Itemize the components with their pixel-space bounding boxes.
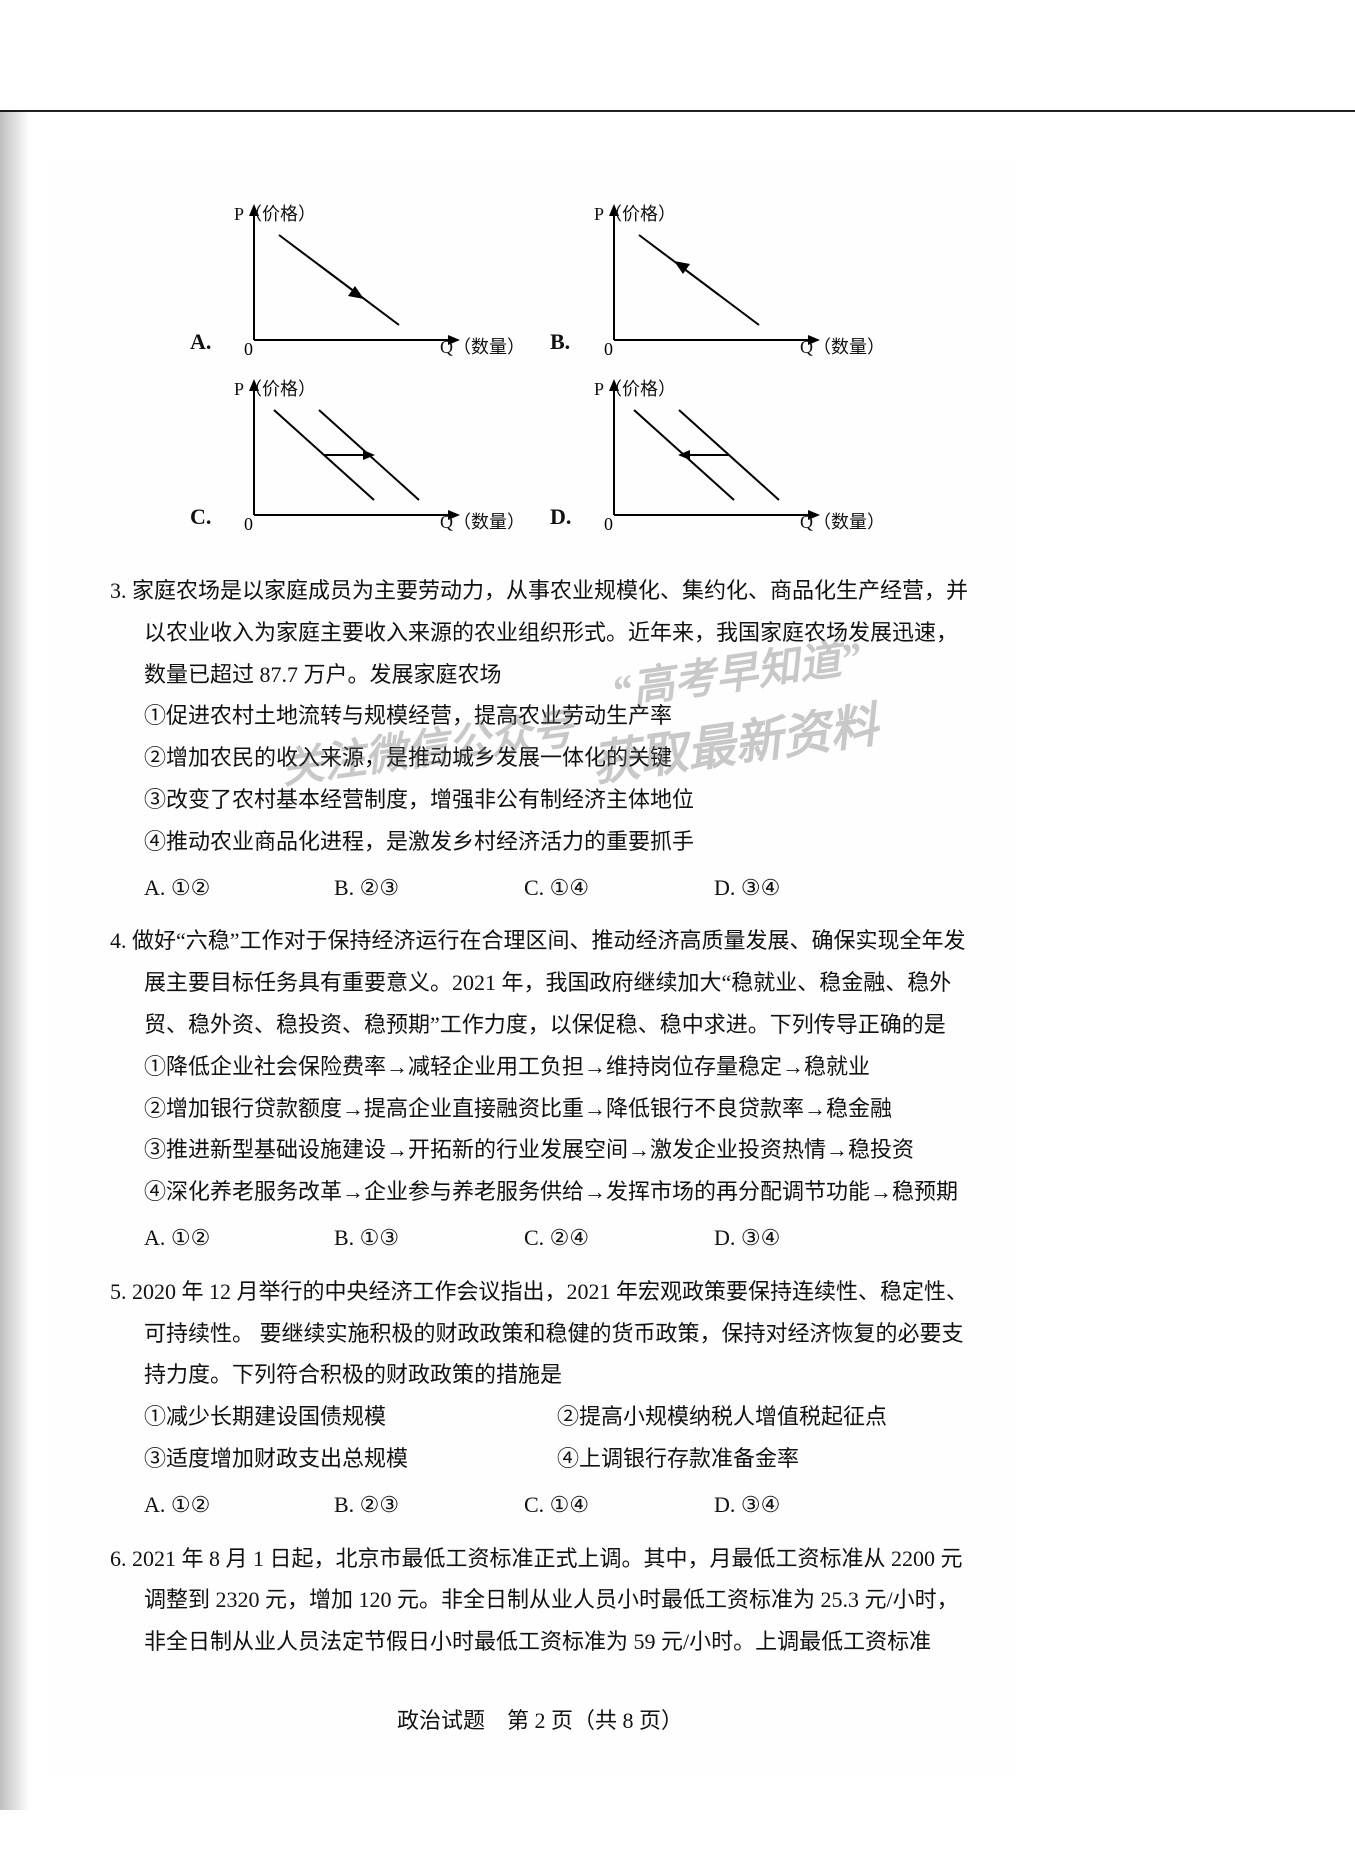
chart-c-xlabel: Q（数量） xyxy=(440,508,525,534)
chart-c-letter: C. xyxy=(190,504,224,540)
q4-item-2: ②增加银行贷款额度→提高企业直接融资比重→降低银行不良贷款率→稳金融 xyxy=(110,1088,970,1130)
question-4: 4. 做好“六稳”工作对于保持经济运行在合理区间、推动经济高质量发展、确保实现全… xyxy=(110,920,970,1258)
chart-b-ylabel: P（价格） xyxy=(594,200,676,226)
q5-items: ①减少长期建设国债规模 ②提高小规模纳税人增值税起征点 ③适度增加财政支出总规模… xyxy=(110,1396,970,1480)
svg-text:0: 0 xyxy=(604,514,613,534)
question-6: 6. 2021 年 8 月 1 日起，北京市最低工资标准正式上调。其中，月最低工… xyxy=(110,1538,970,1663)
q6-number: 6. xyxy=(110,1546,127,1571)
chart-c: P（价格） C. 0 Q（数量） xyxy=(190,375,550,540)
question-3: 3. 家庭农场是以家庭成员为主要劳动力，从事农业规模化、集约化、商品化生产经营，… xyxy=(110,570,970,908)
scan-shadow xyxy=(0,110,30,1810)
chart-a: P（价格） A. 0 Q（数量） xyxy=(190,200,550,365)
q4-opt-b[interactable]: B. ①③ xyxy=(334,1217,524,1259)
q5-item-2: ②提高小规模纳税人增值税起征点 xyxy=(557,1396,970,1438)
chart-c-ylabel: P（价格） xyxy=(234,375,316,401)
q5-opt-b[interactable]: B. ②③ xyxy=(334,1484,524,1526)
q4-opt-d[interactable]: D. ③④ xyxy=(714,1217,904,1259)
chart-b-xlabel: Q（数量） xyxy=(800,333,885,359)
exam-paper: P（价格） A. 0 Q（数量） xyxy=(50,160,1010,1775)
q5-stem: 2020 年 12 月举行的中央经济工作会议指出，2021 年宏观政策要保持连续… xyxy=(132,1279,968,1388)
page-footer: 政治试题 第 2 页（共 8 页） xyxy=(110,1703,970,1735)
q3-options: A. ①② B. ②③ C. ①④ D. ③④ xyxy=(110,867,970,909)
q4-opt-c[interactable]: C. ②④ xyxy=(524,1217,714,1259)
q4-number: 4. xyxy=(110,928,127,953)
q4-stem: 做好“六稳”工作对于保持经济运行在合理区间、推动经济高质量发展、确保实现全年发展… xyxy=(132,928,966,1037)
q5-opt-d[interactable]: D. ③④ xyxy=(714,1484,904,1526)
chart-d-xlabel: Q（数量） xyxy=(800,508,885,534)
q3-item-2: ②增加农民的收入来源，是推动城乡发展一体化的关键 xyxy=(110,737,970,779)
chart-grid: P（价格） A. 0 Q（数量） xyxy=(190,200,970,540)
q5-item-4: ④上调银行存款准备金率 xyxy=(557,1438,970,1480)
svg-text:0: 0 xyxy=(604,339,613,359)
q3-opt-b[interactable]: B. ②③ xyxy=(334,867,524,909)
chart-d-letter: D. xyxy=(550,504,584,540)
chart-d-ylabel: P（价格） xyxy=(594,375,676,401)
q4-opt-a[interactable]: A. ①② xyxy=(144,1217,334,1259)
q5-opt-a[interactable]: A. ①② xyxy=(144,1484,334,1526)
chart-b: P（价格） B. 0 Q（数量） xyxy=(550,200,910,365)
q6-stem: 2021 年 8 月 1 日起，北京市最低工资标准正式上调。其中，月最低工资标准… xyxy=(132,1546,963,1655)
q5-opt-c[interactable]: C. ①④ xyxy=(524,1484,714,1526)
q4-item-3: ③推进新型基础设施建设→开拓新的行业发展空间→激发企业投资热情→稳投资 xyxy=(110,1129,970,1171)
q5-number: 5. xyxy=(110,1279,127,1304)
chart-a-xlabel: Q（数量） xyxy=(440,333,525,359)
chart-row-1: P（价格） A. 0 Q（数量） xyxy=(190,200,970,365)
q5-item-1: ①减少长期建设国债规模 xyxy=(144,1396,557,1438)
q3-opt-a[interactable]: A. ①② xyxy=(144,867,334,909)
svg-text:0: 0 xyxy=(244,339,253,359)
q4-options: A. ①② B. ①③ C. ②④ D. ③④ xyxy=(110,1217,970,1259)
top-divider xyxy=(0,110,1355,112)
q3-item-4: ④推动农业商品化进程，是激发乡村经济活力的重要抓手 xyxy=(110,821,970,863)
q4-item-1: ①降低企业社会保险费率→减轻企业用工负担→维持岗位存量稳定→稳就业 xyxy=(110,1046,970,1088)
q3-opt-d[interactable]: D. ③④ xyxy=(714,867,904,909)
svg-text:0: 0 xyxy=(244,514,253,534)
q4-item-4: ④深化养老服务改革→企业参与养老服务供给→发挥市场的再分配调节功能→稳预期 xyxy=(110,1171,970,1213)
chart-d: P（价格） D. 0 Q（数量） xyxy=(550,375,910,540)
chart-b-letter: B. xyxy=(550,329,584,365)
question-5: 5. 2020 年 12 月举行的中央经济工作会议指出，2021 年宏观政策要保… xyxy=(110,1271,970,1526)
chart-a-letter: A. xyxy=(190,329,224,365)
q3-number: 3. xyxy=(110,578,127,603)
q3-item-3: ③改变了农村基本经营制度，增强非公有制经济主体地位 xyxy=(110,779,970,821)
q3-opt-c[interactable]: C. ①④ xyxy=(524,867,714,909)
q5-item-3: ③适度增加财政支出总规模 xyxy=(144,1438,557,1480)
q3-item-1: ①促进农村土地流转与规模经营，提高农业劳动生产率 xyxy=(110,695,970,737)
page-container: P（价格） A. 0 Q（数量） xyxy=(0,0,1355,1869)
chart-row-2: P（价格） C. 0 Q（数量） xyxy=(190,375,970,540)
chart-a-ylabel: P（价格） xyxy=(234,200,316,226)
q5-options: A. ①② B. ②③ C. ①④ D. ③④ xyxy=(110,1484,970,1526)
q3-stem: 家庭农场是以家庭成员为主要劳动力，从事农业规模化、集约化、商品化生产经营，并以农… xyxy=(132,578,968,687)
